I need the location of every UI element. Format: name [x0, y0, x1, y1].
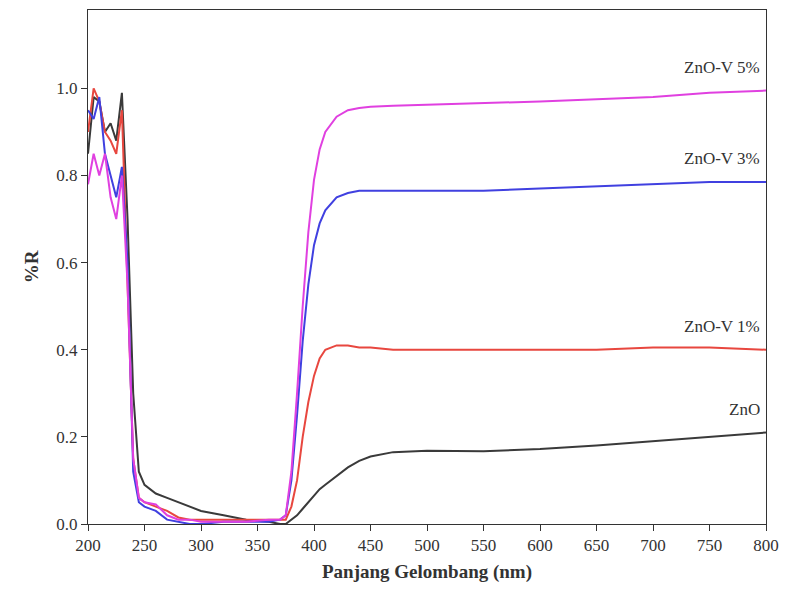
svg-text:0.6: 0.6	[56, 254, 77, 273]
svg-text:350: 350	[245, 536, 271, 555]
svg-text:1.0: 1.0	[56, 79, 77, 98]
svg-text:600: 600	[527, 536, 553, 555]
svg-text:400: 400	[301, 536, 327, 555]
svg-text:ZnO: ZnO	[729, 400, 760, 419]
svg-text:0.4: 0.4	[56, 341, 78, 360]
svg-text:%R: %R	[21, 250, 42, 283]
svg-text:0.2: 0.2	[56, 428, 77, 447]
svg-text:ZnO-V 5%: ZnO-V 5%	[684, 58, 760, 77]
svg-text:0.0: 0.0	[56, 515, 77, 534]
svg-text:500: 500	[414, 536, 440, 555]
svg-text:200: 200	[75, 536, 101, 555]
svg-text:700: 700	[640, 536, 666, 555]
svg-text:0.8: 0.8	[56, 166, 77, 185]
svg-text:800: 800	[753, 536, 779, 555]
svg-text:450: 450	[358, 536, 384, 555]
svg-text:ZnO-V 1%: ZnO-V 1%	[684, 317, 760, 336]
svg-text:650: 650	[584, 536, 610, 555]
svg-text:250: 250	[132, 536, 158, 555]
svg-text:ZnO-V 3%: ZnO-V 3%	[684, 149, 760, 168]
svg-text:300: 300	[188, 536, 214, 555]
svg-text:Panjang Gelombang (nm): Panjang Gelombang (nm)	[322, 561, 532, 583]
svg-text:550: 550	[471, 536, 497, 555]
svg-text:750: 750	[697, 536, 723, 555]
